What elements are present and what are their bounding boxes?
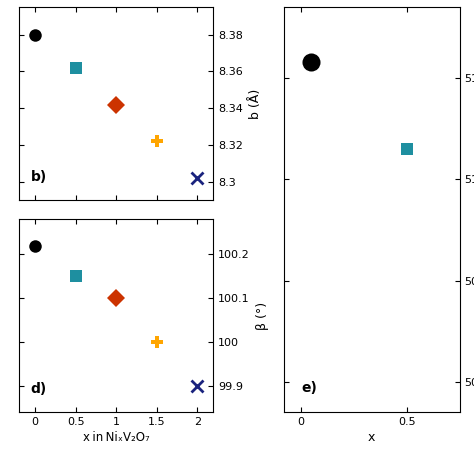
Text: e): e) xyxy=(301,381,317,395)
Y-axis label: b (Å): b (Å) xyxy=(249,89,262,118)
Text: d): d) xyxy=(31,382,47,396)
X-axis label: x: x xyxy=(368,431,375,445)
X-axis label: x in NiₓV₂O₇: x in NiₓV₂O₇ xyxy=(83,431,150,445)
Y-axis label: β (°): β (°) xyxy=(255,302,269,330)
Text: b): b) xyxy=(31,170,47,184)
